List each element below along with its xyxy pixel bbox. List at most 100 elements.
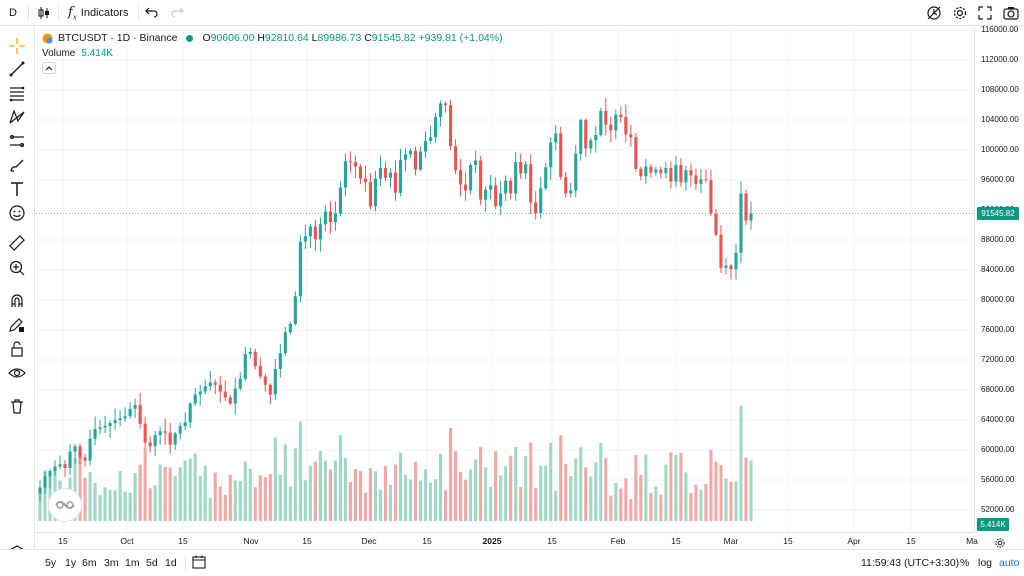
indicators-button[interactable]: fx Indicators — [68, 3, 128, 23]
volume-bar — [649, 493, 653, 521]
candle-body — [263, 376, 267, 385]
lock-drawings-tool[interactable] — [6, 338, 28, 360]
remove-drawings-tool[interactable] — [6, 395, 28, 417]
trend-line-tool[interactable] — [6, 58, 28, 80]
settings-button[interactable] — [952, 3, 968, 23]
volume-bar — [223, 494, 227, 521]
range-1y-button[interactable]: 1y — [65, 557, 77, 569]
candle-body — [163, 431, 167, 433]
magnet-tool[interactable] — [6, 290, 28, 312]
volume-bar — [464, 479, 468, 521]
volume-bar — [293, 448, 297, 521]
chevron-up-icon — [45, 66, 53, 71]
volume-indicator-label[interactable]: Volume — [42, 48, 76, 59]
range-1m-button[interactable]: 1m — [125, 557, 140, 569]
emoji-tool[interactable] — [6, 202, 28, 224]
undo-button[interactable] — [145, 3, 159, 23]
pattern-tool[interactable] — [6, 106, 28, 128]
indicators-label: Indicators — [80, 7, 129, 19]
tradingview-logo[interactable] — [48, 488, 82, 522]
range-5y-button[interactable]: 5y — [45, 557, 57, 569]
candle-body — [243, 354, 247, 379]
candle-body — [413, 150, 418, 170]
legend-ohlc: O90606.00 H92810.64 L89986.73 C91545.82 … — [202, 32, 502, 44]
hide-drawings-tool[interactable] — [6, 362, 28, 384]
volume-bar — [138, 464, 142, 521]
percent-toggle[interactable]: % — [960, 557, 970, 569]
candles-chart-type-button[interactable] — [36, 3, 52, 23]
collapse-legend-button[interactable] — [42, 62, 56, 74]
volume-bar — [253, 487, 257, 521]
screenshot-button[interactable] — [1003, 3, 1019, 23]
time-tick: 15 — [178, 536, 188, 546]
volume-bar — [288, 486, 292, 521]
volume-bar — [544, 465, 548, 521]
text-tool[interactable] — [6, 178, 28, 200]
candle-body — [624, 117, 628, 135]
volume-bar — [263, 477, 267, 521]
candle-body — [303, 236, 307, 242]
crosshair-tool[interactable] — [6, 35, 28, 57]
brush-tool[interactable] — [6, 154, 28, 176]
volume-bar — [694, 484, 698, 521]
candle-body — [388, 172, 393, 178]
volume-bar — [684, 472, 688, 521]
volume-bar — [499, 475, 503, 521]
volume-bar — [584, 467, 588, 521]
measure-tool[interactable] — [6, 232, 28, 254]
go-to-date-button[interactable] — [192, 555, 206, 574]
fib-retracement-tool[interactable] — [6, 82, 28, 104]
price-tick: 108000.00 — [981, 85, 1019, 94]
volume-bar — [454, 451, 458, 521]
zoom-in-icon — [9, 260, 25, 276]
range-3m-button[interactable]: 3m — [104, 557, 119, 569]
candle-body — [639, 168, 643, 177]
axis-settings-button[interactable] — [994, 536, 1006, 554]
price-axis[interactable]: 116000.00 112000.00 108000.00 104000.00 1000… — [974, 25, 1024, 532]
replay-icon — [927, 6, 941, 20]
keep-drawing-tool[interactable] — [6, 314, 28, 336]
volume-bar — [519, 487, 523, 521]
redo-button[interactable] — [170, 3, 184, 23]
volume-bar — [734, 481, 738, 521]
candle-body — [348, 161, 352, 163]
candle-body — [444, 103, 448, 105]
volume-bar — [679, 452, 683, 521]
volume-bar — [704, 484, 708, 521]
zoom-in-tool[interactable] — [6, 257, 28, 279]
candle-body — [408, 150, 413, 155]
volume-bar — [78, 452, 82, 521]
time-axis[interactable]: 15 Oct 15 Nov 15 Dec 15 2025 15 Feb 15 Mar 15 Apr 15 Ma — [36, 532, 978, 549]
symbol-button[interactable]: D — [9, 3, 17, 23]
volume-bar — [113, 490, 117, 521]
legend-title[interactable]: BTCUSDT · 1D · Binance — [58, 32, 178, 44]
clock-timezone[interactable]: 11:59:43 (UTC+3:30) — [861, 557, 960, 569]
candle-body — [689, 170, 693, 176]
candle-body — [83, 457, 87, 461]
candle-body — [203, 386, 207, 392]
fullscreen-button[interactable] — [978, 3, 992, 23]
range-6m-button[interactable]: 6m — [82, 557, 97, 569]
candlestick-chart[interactable] — [36, 27, 974, 532]
volume-bar — [549, 442, 553, 521]
replay-button[interactable] — [926, 3, 942, 23]
volume-bar — [303, 480, 307, 521]
range-5d-button[interactable]: 5d — [146, 557, 158, 569]
candle-body — [333, 213, 337, 222]
volume-bar — [178, 467, 182, 521]
candle-body — [428, 137, 433, 141]
auto-toggle[interactable]: auto — [999, 557, 1020, 569]
volume-bar — [233, 480, 237, 521]
candle-body — [434, 117, 438, 138]
log-toggle[interactable]: log — [978, 557, 993, 569]
range-1d-button[interactable]: 1d — [165, 557, 177, 569]
volume-bar — [594, 462, 598, 521]
volume-bar — [449, 427, 453, 521]
time-tick: Dec — [361, 536, 377, 546]
price-tick: 80000.00 — [981, 295, 1015, 304]
volume-bar — [268, 474, 272, 521]
close-label: C — [364, 32, 372, 44]
prediction-tool[interactable] — [6, 130, 28, 152]
time-tick: 15 — [906, 536, 916, 546]
candle-body — [604, 111, 608, 125]
